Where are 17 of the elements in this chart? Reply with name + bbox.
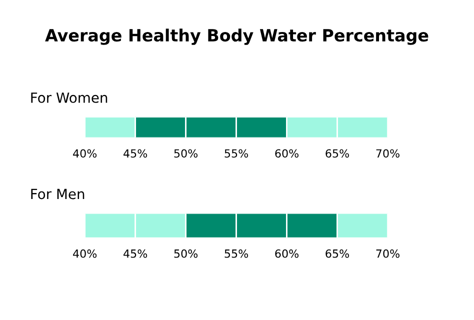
x-tick-label: 70% (376, 149, 400, 158)
x-tick-label: 60% (275, 149, 299, 158)
text: For Men (31, 188, 84, 200)
x-tick-label: 50% (174, 149, 198, 158)
x-tick-label: 40% (73, 249, 97, 258)
x-tick-label: 65% (326, 149, 349, 158)
x-tick-label: 65% (326, 249, 349, 258)
x-tick-label: 40% (73, 149, 97, 158)
x-tick-label: 60% (275, 249, 299, 258)
x-tick-label: 50% (174, 249, 198, 258)
chart-title: Average Healthy Body Water Percentage (45, 28, 428, 45)
x-tick-label: 45% (124, 149, 148, 158)
x-tick-label: 70% (376, 249, 400, 258)
x-tick-label: 55% (224, 149, 248, 158)
x-tick-label: 45% (124, 249, 148, 258)
x-tick-label: 55% (224, 249, 248, 258)
chart-subtitle: For Women (31, 92, 108, 103)
